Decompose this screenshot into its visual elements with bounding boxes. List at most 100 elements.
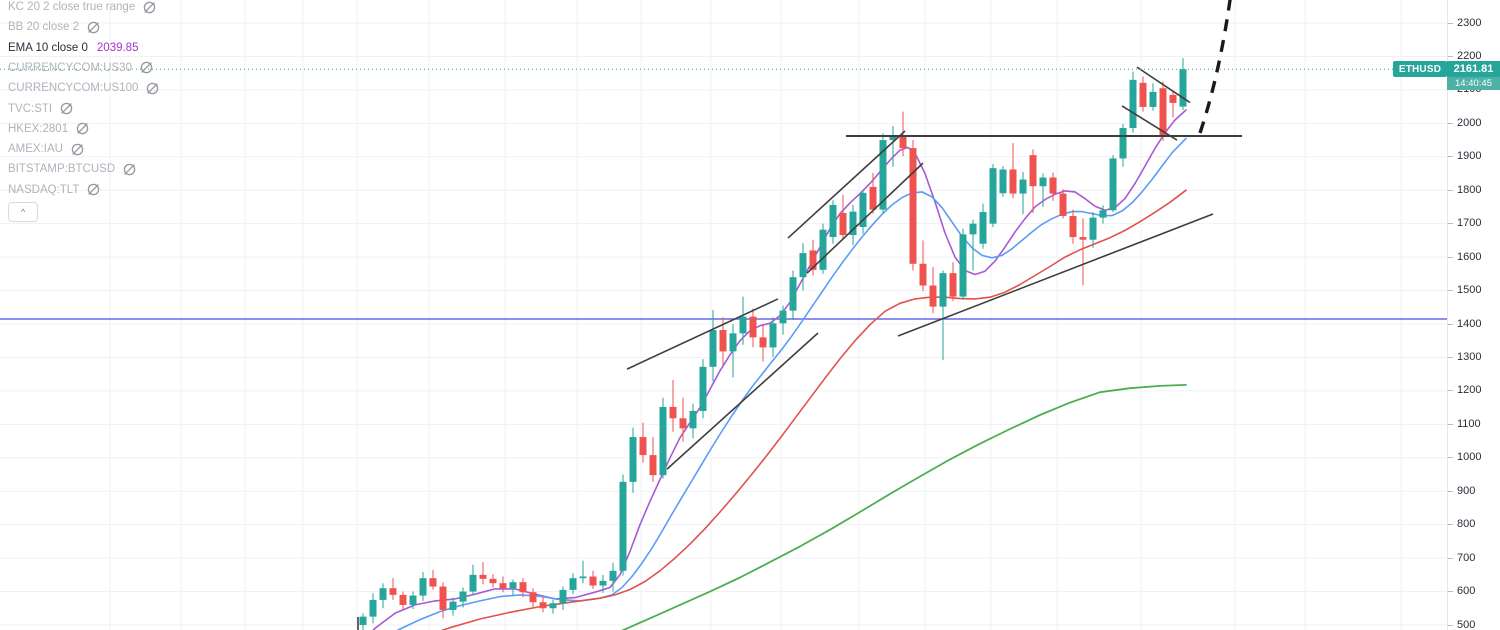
candle-body	[749, 316, 757, 338]
axis-tick-mark	[1448, 256, 1453, 258]
candle-up	[789, 270, 797, 320]
candle-body	[929, 285, 937, 307]
hidden-eye-icon[interactable]	[86, 20, 101, 35]
candle-down	[1139, 76, 1147, 112]
candle-body	[569, 578, 577, 590]
candle-body	[769, 323, 777, 348]
axis-tick-mark	[1448, 55, 1453, 57]
legend-row-nasdaq-tlt[interactable]: NASDAQ:TLT	[8, 182, 101, 198]
last-price-tag: 2161.81 14:40:45	[1447, 61, 1500, 91]
candle-body	[1059, 193, 1067, 216]
candle-up	[979, 203, 987, 249]
candle-up	[629, 427, 637, 493]
candle-body	[469, 574, 477, 592]
candle-body	[639, 437, 647, 456]
candle-up	[859, 190, 867, 234]
candle-down	[669, 380, 677, 432]
candle-body	[1029, 155, 1037, 187]
legend-row-bitstamp-btcusd[interactable]: BITSTAMP:BTCUSD	[8, 161, 137, 177]
hidden-eye-icon[interactable]	[86, 182, 101, 197]
hidden-eye-icon[interactable]	[142, 0, 157, 15]
hidden-eye-icon[interactable]	[59, 101, 74, 116]
symbol-price-marker: ETHUSD	[1393, 61, 1447, 78]
candle-up	[849, 204, 857, 246]
candle-up	[359, 613, 367, 630]
candle-up	[559, 586, 567, 610]
legend-row-kc-20-2-close-true-range[interactable]: KC 20 2 close true range	[8, 0, 157, 15]
candle-body	[1069, 215, 1077, 238]
candle-body	[619, 481, 627, 571]
candle-body	[919, 263, 927, 286]
trendline-flag-lower[interactable]	[1121, 105, 1178, 141]
trendline-channel-low-1[interactable]	[626, 298, 779, 370]
candle-up	[469, 564, 477, 596]
candle-up	[579, 560, 587, 584]
breakout-projection-line[interactable]	[1198, 0, 1233, 134]
axis-tick-mark	[1448, 524, 1453, 526]
legend-row-hkex-2801[interactable]: HKEX:2801	[8, 121, 90, 137]
candle-body	[799, 253, 807, 278]
trendline-flag-upper[interactable]	[1136, 66, 1191, 104]
trendline-channel-low-2[interactable]	[666, 332, 819, 470]
hidden-eye-icon[interactable]	[75, 121, 90, 136]
legend-row-amex-iau[interactable]: AMEX:IAU	[8, 141, 85, 157]
candle-body	[399, 594, 407, 605]
candle-down	[389, 578, 397, 600]
candle-body	[659, 406, 667, 476]
candle-down	[489, 574, 497, 588]
axis-price-label: 1800	[1457, 183, 1482, 196]
legend-collapse-button[interactable]: ^	[8, 202, 38, 222]
candle-body	[759, 337, 767, 348]
candle-body	[669, 406, 677, 419]
candle-body	[1119, 128, 1127, 159]
candle-body	[409, 595, 417, 605]
axis-price-label: 1600	[1457, 250, 1482, 263]
candle-up	[889, 126, 897, 167]
candle-down	[869, 172, 877, 214]
candle-body	[359, 616, 367, 625]
candle-down	[439, 582, 447, 619]
candle-down	[929, 267, 937, 314]
candle-body	[1079, 237, 1087, 240]
legend-row-label: TVC:STI	[8, 102, 53, 115]
trendline-ascending-support[interactable]	[897, 213, 1214, 337]
axis-tick-mark	[1448, 189, 1453, 191]
candle-body	[679, 418, 687, 429]
legend-row-label: NASDAQ:TLT	[8, 183, 80, 196]
candle-body	[789, 277, 797, 311]
legend-row-bb-20-close-2[interactable]: BB 20 close 2	[8, 19, 101, 35]
axis-price-label: 800	[1457, 518, 1476, 531]
axis-tick-mark	[1448, 591, 1453, 593]
axis-price-label: 1500	[1457, 284, 1482, 297]
legend-row-currencycom-us30[interactable]: CURRENCYCOM:US30	[8, 60, 154, 76]
hidden-eye-icon[interactable]	[145, 81, 160, 96]
legend-row-label: CURRENCYCOM:US100	[8, 82, 139, 95]
grid	[0, 0, 1447, 630]
candle-body	[1159, 88, 1167, 136]
candle-body	[869, 186, 877, 210]
candle-up	[419, 572, 427, 601]
candle-body	[809, 250, 817, 270]
axis-tick-mark	[1448, 624, 1453, 626]
candle-up	[449, 597, 457, 616]
legend-row-currencycom-us100[interactable]: CURRENCYCOM:US100	[8, 80, 160, 96]
candle-body	[1169, 94, 1177, 103]
legend-row-ema-10-close-0[interactable]: EMA 10 close 0 2039.85	[8, 40, 138, 56]
candle-body	[709, 330, 717, 367]
hidden-eye-icon[interactable]	[122, 162, 137, 177]
candle-up	[959, 228, 967, 300]
price-axis[interactable]: 2300220021002000190018001700160015001400…	[1447, 0, 1500, 630]
candle-body	[909, 148, 917, 264]
hidden-eye-icon[interactable]	[70, 142, 85, 157]
trendline-channel-peak-lower[interactable]	[806, 162, 924, 274]
trendline-channel-peak-upper[interactable]	[787, 130, 906, 239]
candles-layer	[359, 58, 1187, 630]
legend-row-label: EMA 10 close 0	[8, 41, 88, 54]
legend-row-tvc-sti[interactable]: TVC:STI	[8, 101, 74, 117]
hidden-eye-icon[interactable]	[139, 60, 154, 75]
candle-up	[709, 309, 717, 382]
candle-down	[639, 422, 647, 463]
candle-up	[459, 587, 467, 608]
